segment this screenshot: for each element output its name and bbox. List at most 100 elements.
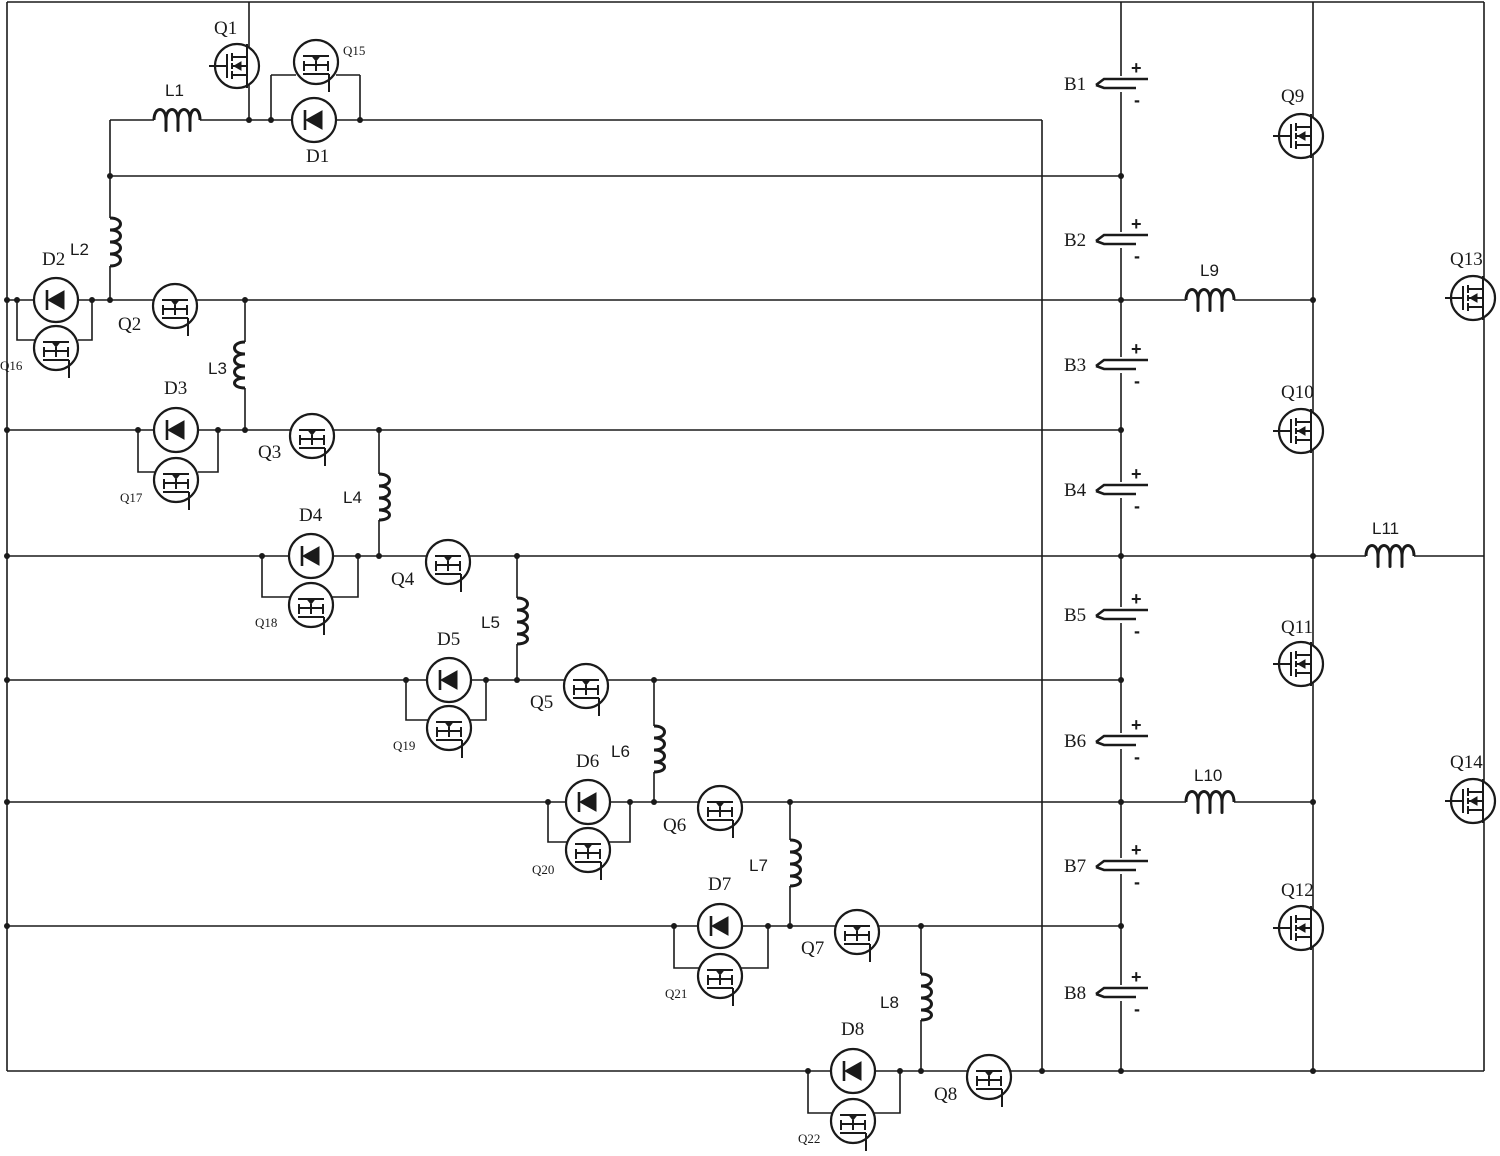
mosfet-label-Q5: Q5 xyxy=(530,692,553,713)
battery-plus-sign: + xyxy=(1131,464,1142,484)
mosfet-Q16: Q16 xyxy=(0,324,80,380)
battery-label-B5: B5 xyxy=(1064,605,1086,626)
battery-B8: B8 + - xyxy=(1064,967,1148,1019)
inductor-L4: L4 xyxy=(343,472,391,522)
mosfet-Q8: Q8 xyxy=(934,1053,1013,1109)
diode-label-D2: D2 xyxy=(42,249,65,270)
mosfet-label-Q10: Q10 xyxy=(1281,382,1314,403)
mosfet-label-Q15: Q15 xyxy=(343,43,365,58)
diode-D7: D7 xyxy=(696,874,744,950)
mosfet-Q22: Q22 xyxy=(798,1097,877,1153)
mosfet-label-Q17: Q17 xyxy=(120,490,143,505)
battery-minus-sign: - xyxy=(1134,496,1140,516)
mosfet-Q1: Q1 xyxy=(207,18,261,90)
mosfet-Q13: Q13 xyxy=(1443,249,1497,322)
inductor-label-L3: L3 xyxy=(208,359,227,378)
mosfet-label-Q14: Q14 xyxy=(1450,752,1483,773)
mosfet-label-Q6: Q6 xyxy=(663,815,686,836)
inductor-L11: L11 xyxy=(1364,519,1416,568)
battery-minus-sign: - xyxy=(1134,246,1140,266)
battery-plus-sign: + xyxy=(1131,214,1142,234)
inductor-label-L8: L8 xyxy=(880,993,899,1012)
mosfet-Q4: Q4 xyxy=(391,538,472,594)
battery-label-B2: B2 xyxy=(1064,230,1086,251)
battery-plus-sign: + xyxy=(1131,967,1142,987)
battery-plus-sign: + xyxy=(1131,715,1142,735)
mosfet-Q6: Q6 xyxy=(663,784,744,840)
mosfet-Q20: Q20 xyxy=(532,826,612,882)
battery-B1: B1 + - xyxy=(1064,58,1148,110)
battery-minus-sign: - xyxy=(1134,747,1140,767)
inductor-L10: L10 xyxy=(1184,766,1236,814)
inductor-label-L2: L2 xyxy=(70,240,89,259)
diode-label-D7: D7 xyxy=(708,874,731,895)
battery-label-B8: B8 xyxy=(1064,983,1086,1004)
diode-label-D5: D5 xyxy=(437,629,460,650)
diode-D4: D4 xyxy=(287,505,335,580)
inductor-L9: L9 xyxy=(1184,261,1236,312)
mosfet-Q5: Q5 xyxy=(530,662,610,718)
mosfet-Q14: Q14 xyxy=(1443,752,1497,825)
inductor-label-L7: L7 xyxy=(749,856,768,875)
mosfet-Q15: Q15 xyxy=(292,38,365,94)
mosfet-label-Q13: Q13 xyxy=(1450,249,1483,270)
inductor-L2: L2 xyxy=(70,216,122,268)
inductor-L7: L7 xyxy=(749,838,802,888)
mosfet-label-Q2: Q2 xyxy=(118,314,141,335)
battery-minus-sign: - xyxy=(1134,371,1140,391)
mosfet-label-Q3: Q3 xyxy=(258,442,281,463)
mosfet-label-Q9: Q9 xyxy=(1281,86,1304,107)
mosfet-label-Q12: Q12 xyxy=(1281,880,1314,901)
inductor-L5: L5 xyxy=(481,596,529,646)
inductor-label-L5: L5 xyxy=(481,613,500,632)
battery-B5: B5 + - xyxy=(1064,589,1148,641)
mosfet-Q3: Q3 xyxy=(258,412,336,468)
battery-B2: B2 + - xyxy=(1064,214,1148,266)
diode-label-D6: D6 xyxy=(576,751,599,772)
mosfet-Q7: Q7 xyxy=(801,908,881,964)
diode-D6: D6 xyxy=(564,751,612,826)
inductor-L6: L6 xyxy=(611,724,666,774)
diode-label-D8: D8 xyxy=(841,1019,864,1040)
battery-label-B3: B3 xyxy=(1064,355,1086,376)
inductor-label-L6: L6 xyxy=(611,742,630,761)
battery-B4: B4 + - xyxy=(1064,464,1148,516)
battery-label-B6: B6 xyxy=(1064,731,1086,752)
mosfet-label-Q1: Q1 xyxy=(214,18,237,39)
inductor-label-L11: L11 xyxy=(1372,519,1399,538)
battery-plus-sign: + xyxy=(1131,840,1142,860)
battery-plus-sign: + xyxy=(1131,589,1142,609)
wiring xyxy=(6,1,1485,1072)
mosfet-label-Q22: Q22 xyxy=(798,1131,820,1146)
mosfet-label-Q19: Q19 xyxy=(393,738,415,753)
battery-label-B4: B4 xyxy=(1064,480,1087,501)
mosfet-label-Q21: Q21 xyxy=(665,986,687,1001)
mosfet-Q21: Q21 xyxy=(665,952,744,1008)
diode-D1: D1 xyxy=(290,96,338,167)
inductor-label-L1: L1 xyxy=(165,81,184,100)
mosfet-Q10: Q10 xyxy=(1271,382,1325,455)
inductor-L1: L1 xyxy=(152,81,202,132)
battery-minus-sign: - xyxy=(1134,872,1140,892)
battery-plus-sign: + xyxy=(1131,339,1142,359)
battery-label-B7: B7 xyxy=(1064,856,1086,877)
junction-dots xyxy=(4,117,1316,1074)
bypass-loops xyxy=(16,300,901,1114)
mosfet-label-Q7: Q7 xyxy=(801,938,824,959)
mosfet-Q18: Q18 xyxy=(255,581,335,637)
inductor-L3: L3 xyxy=(208,340,253,390)
inductor-label-L4: L4 xyxy=(343,488,362,507)
battery-B7: B7 + - xyxy=(1064,840,1148,892)
mosfet-Q9: Q9 xyxy=(1271,86,1325,160)
mosfet-label-Q18: Q18 xyxy=(255,615,277,630)
diode-D5: D5 xyxy=(425,629,473,704)
battery-B3: B3 + - xyxy=(1064,339,1148,391)
mosfet-label-Q4: Q4 xyxy=(391,569,415,590)
batteries: B1 + - B2 + - B3 + - B4 + - B5 + - B6 + - B7 + - B8 + - xyxy=(1064,58,1148,1019)
mosfet-Q19: Q19 xyxy=(393,704,473,760)
diode-label-D1: D1 xyxy=(306,146,329,167)
mosfet-label-Q8: Q8 xyxy=(934,1084,957,1105)
diode-label-D4: D4 xyxy=(299,505,323,526)
diode-D3: D3 xyxy=(152,378,200,454)
mosfet-label-Q11: Q11 xyxy=(1281,617,1313,638)
